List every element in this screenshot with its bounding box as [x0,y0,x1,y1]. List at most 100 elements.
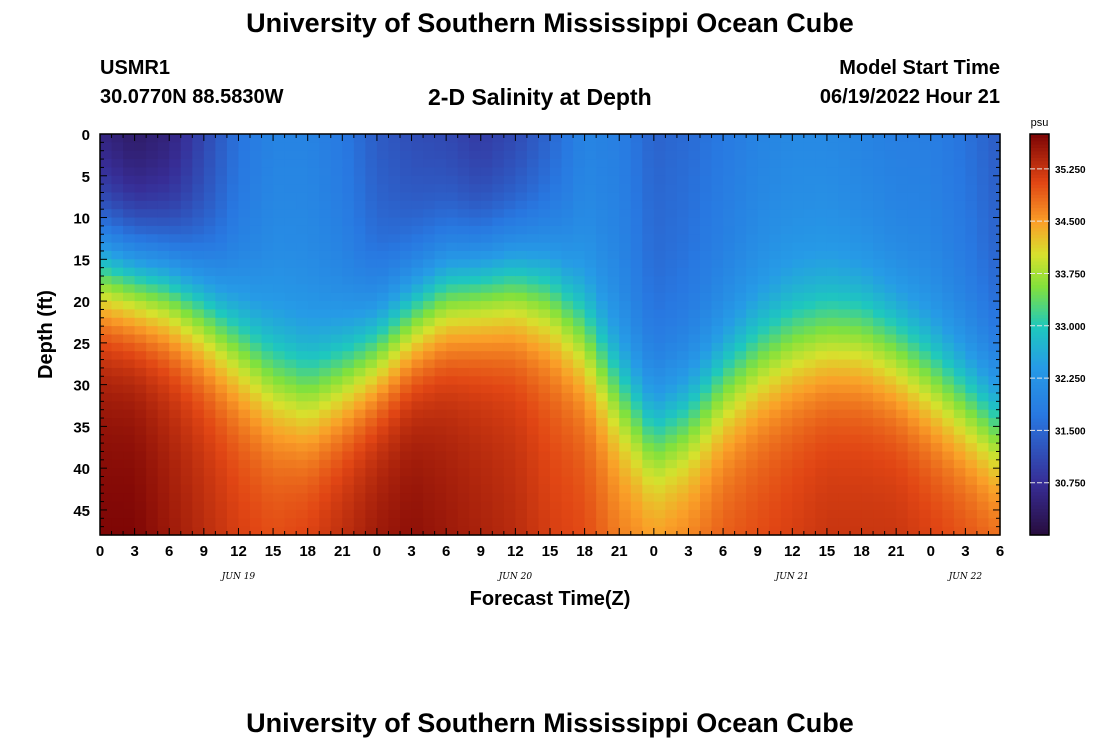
heatmap-cell [111,443,124,453]
heatmap-cell [584,301,597,311]
heatmap-cell [469,217,482,227]
heatmap-cell [815,317,828,327]
heatmap-cell [896,250,909,260]
heatmap-cell [538,242,551,252]
heatmap-cell [365,409,378,419]
heatmap-cell [734,484,747,494]
heatmap-cell [734,134,747,143]
heatmap-cell [480,326,493,336]
heatmap-cell [919,476,932,486]
heatmap-cell [319,434,332,444]
heatmap-cell [180,267,193,277]
heatmap-cell [561,451,574,461]
heatmap-cell [907,384,920,394]
heatmap-cell [584,317,597,327]
chart-title: 2-D Salinity at Depth [428,84,652,110]
heatmap-cell [100,426,113,436]
heatmap-cell [503,242,516,252]
heatmap-cell [457,376,470,386]
heatmap-cell [226,443,240,453]
heatmap-cell [215,443,228,453]
heatmap-cell [480,367,493,377]
x-tick-label: 0 [96,543,104,560]
heatmap-cell [619,242,632,252]
heatmap-cell [411,159,424,169]
heatmap-cell [411,392,424,402]
heatmap-cell [296,167,309,177]
heatmap-cell [780,259,793,269]
heatmap-cell [573,351,586,361]
heatmap-cell [688,159,701,169]
heatmap-cell [215,284,228,294]
heatmap-cell [965,134,978,143]
heatmap-cell [423,401,436,411]
heatmap-cell [584,276,597,285]
heatmap-cell [307,468,320,478]
heatmap-cell [400,284,413,294]
heatmap-cell [942,392,955,402]
heatmap-cell [873,284,886,294]
heatmap-cell [988,484,1001,494]
heatmap-cell [515,476,528,486]
heatmap-cell [111,384,124,394]
heatmap-cell [965,376,978,386]
heatmap-cell [250,334,263,344]
heatmap-cell [307,359,320,369]
heatmap-cell [192,434,205,444]
heatmap-cell [423,392,436,402]
heatmap-cell [330,234,343,244]
heatmap-cell [169,476,182,486]
heatmap-cell [573,392,586,402]
heatmap-cell [711,326,724,336]
heatmap-cell [469,426,482,436]
heatmap-cell [619,167,632,177]
date-label: JUN 21 [774,572,809,582]
heatmap-cell [538,200,551,210]
heatmap-cell [319,484,332,494]
heatmap-cell [480,493,493,503]
heatmap-cell [907,518,920,528]
heatmap-cell [226,267,240,277]
heatmap-cell [861,401,874,411]
heatmap-cell [446,159,459,169]
colorbar-segment [1030,277,1049,282]
heatmap-cell [353,200,366,210]
colorbar-segment [1030,204,1049,209]
heatmap-cell [111,401,124,411]
heatmap-cell [480,518,493,528]
heatmap-cell [769,342,782,352]
heatmap-cell [353,476,366,486]
heatmap-cell [515,167,528,177]
heatmap-cell [469,351,482,361]
heatmap-cell [503,284,516,294]
heatmap-cell [676,217,690,227]
heatmap-cell [503,276,516,285]
heatmap-cell [630,367,643,377]
heatmap-cell [238,459,251,469]
heatmap-cell [873,367,886,377]
heatmap-cell [423,409,436,419]
heatmap-cell [261,401,274,411]
heatmap-cell [850,443,863,453]
heatmap-cell [550,259,563,269]
heatmap-cell [826,317,840,327]
heatmap-cell [642,526,655,536]
heatmap-cell [526,250,540,260]
heatmap-cell [515,175,528,185]
heatmap-cell [780,418,793,427]
heatmap-cell [596,518,609,528]
heatmap-cell [746,209,759,219]
heatmap-cell [388,493,401,503]
heatmap-cell [342,518,355,528]
heatmap-cell [884,443,897,453]
heatmap-cell [723,326,736,336]
heatmap-cell [584,351,597,361]
heatmap-cell [907,234,920,244]
heatmap-cell [896,342,909,352]
heatmap-cell [273,250,286,260]
heatmap-cell [792,175,805,185]
heatmap-cell [515,234,528,244]
heatmap-cell [746,142,759,152]
heatmap-cell [284,342,297,352]
heatmap-cell [192,518,205,528]
